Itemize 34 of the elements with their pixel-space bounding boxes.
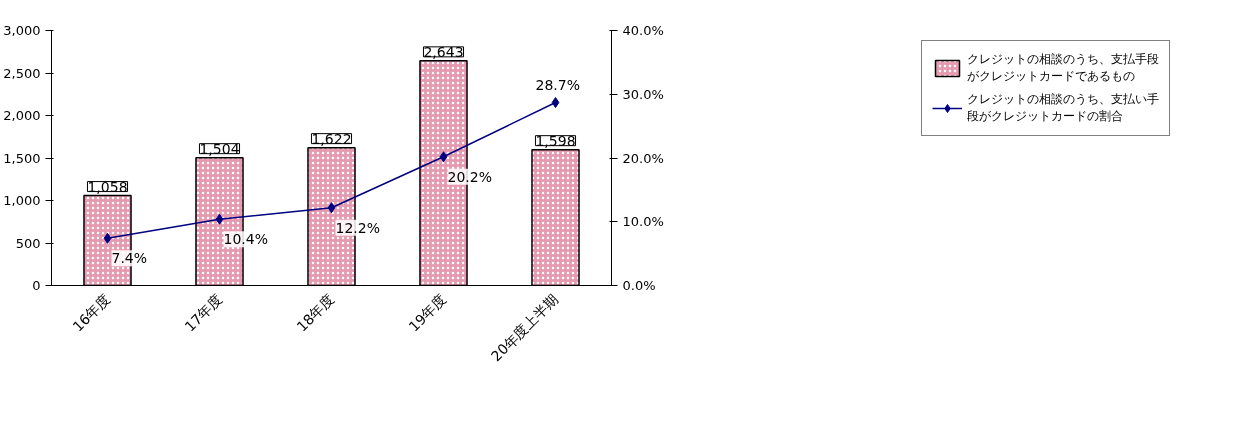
y2-tick-label: 30.0% [622, 86, 664, 102]
x-tick-label: 18年度 [293, 290, 338, 335]
point [551, 97, 560, 109]
y2-tick-label: 20.0% [622, 150, 664, 166]
point [215, 213, 224, 225]
x-tick-label: 16年度 [69, 290, 114, 335]
y-tick-label: 1,000 [3, 193, 41, 208]
data-label: 1,622 [311, 130, 352, 147]
y-tick-label: 1,500 [3, 150, 41, 166]
data-label: 10.4% [223, 231, 268, 248]
legend-label: クレジットの相談のうち、支払手段がクレジットカードであるもの [967, 51, 1159, 85]
data-label: 1,504 [199, 140, 240, 157]
data-label: 1,058 [87, 178, 128, 195]
y-tick-label: 500 [15, 235, 41, 251]
y-tick-label: 2,000 [3, 108, 41, 123]
y2-tick-label: 10.0% [622, 214, 664, 230]
y-tick-label: 2,500 [3, 65, 41, 81]
x-tick-label: 20年度上半期 [487, 290, 562, 365]
data-label: 28.7% [535, 76, 580, 93]
y-tick-label: 0 [32, 278, 41, 293]
point [439, 151, 448, 163]
point [327, 202, 336, 214]
data-label: 1,598 [535, 132, 576, 149]
y2-tick-label: 40.0% [622, 23, 664, 38]
point [103, 232, 112, 244]
x-tick-label: 19年度 [405, 290, 450, 335]
y-tick-label: 3,000 [3, 23, 41, 38]
data-label: 20.2% [447, 168, 492, 185]
data-label: 7.4% [111, 250, 148, 267]
x-tick-label: 17年度 [181, 290, 226, 335]
data-label: 2,643 [423, 43, 464, 60]
data-label: 12.2% [335, 219, 380, 236]
legend-label: クレジットの相談のうち、支払い手段がクレジットカードの割合 [967, 91, 1159, 125]
y2-tick-label: 0.0% [622, 278, 656, 293]
